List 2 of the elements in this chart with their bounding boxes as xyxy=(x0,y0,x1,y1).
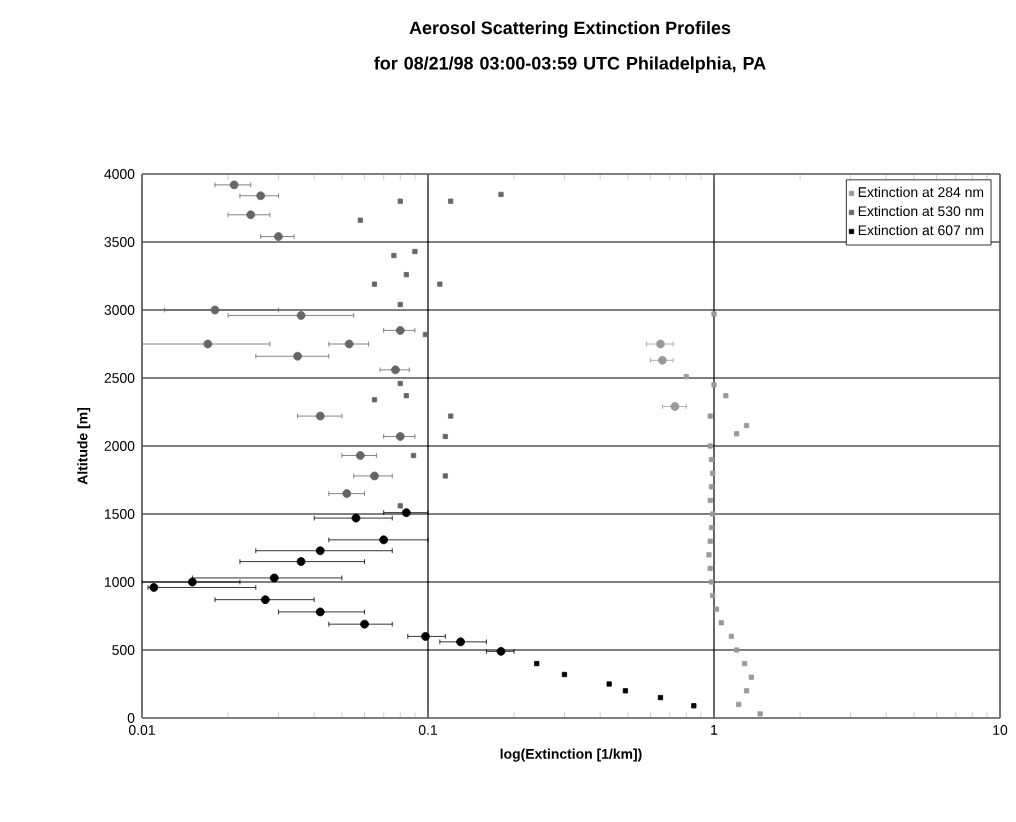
chart-subtitle: for 08/21/98 03:00-03:59 UTC Philadelphia, PA xyxy=(374,56,766,74)
chart-title: Aerosol Scattering Extinction Profiles xyxy=(409,21,731,38)
